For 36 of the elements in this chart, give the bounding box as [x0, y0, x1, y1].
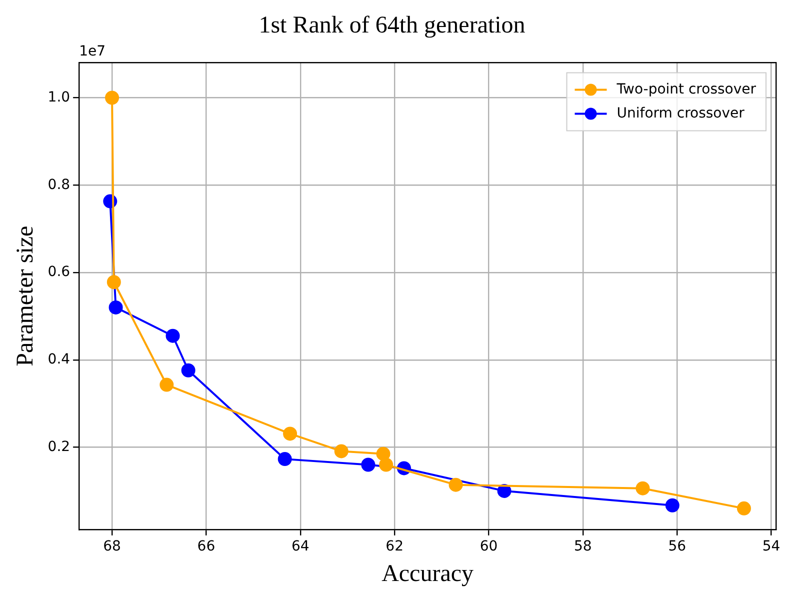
x-tick-label: 54	[762, 538, 780, 554]
x-tick-label: 60	[480, 538, 498, 554]
y-tick-label: 0.8	[48, 176, 70, 193]
point	[108, 300, 123, 314]
x-tick-label: 58	[574, 538, 592, 554]
point	[181, 363, 196, 378]
point	[379, 458, 394, 472]
point	[160, 378, 174, 392]
point	[497, 484, 512, 498]
point	[448, 478, 463, 492]
y-tick-label: 1.0	[48, 89, 70, 106]
point	[166, 328, 180, 343]
y-axis-title: Parameter size	[12, 226, 39, 366]
legend-label: Two-point crossover	[616, 81, 756, 98]
point	[636, 481, 650, 496]
point	[376, 446, 390, 461]
point	[665, 498, 680, 512]
point	[106, 275, 121, 290]
point	[105, 90, 120, 105]
y-tick-label: 0.6	[48, 264, 70, 280]
y-tick-label: 0.4	[48, 352, 70, 368]
point	[361, 458, 376, 472]
point	[278, 452, 292, 466]
point	[283, 426, 298, 441]
x-tick-label: 66	[197, 538, 216, 554]
text: 1e7	[79, 43, 106, 60]
x-axis-title: Accuracy	[382, 560, 474, 587]
x-tick-label: 62	[386, 538, 404, 554]
point	[736, 501, 751, 516]
point	[334, 444, 348, 458]
x-tick-label: 64	[291, 538, 310, 554]
x-tick-label: 68	[103, 538, 121, 554]
legend-label: Uniform crossover	[616, 105, 745, 122]
chart-title: 1st Rank of 64th generation	[258, 12, 526, 39]
x-tick-label: 56	[668, 538, 686, 554]
y-tick-label: 0.2	[48, 438, 70, 455]
